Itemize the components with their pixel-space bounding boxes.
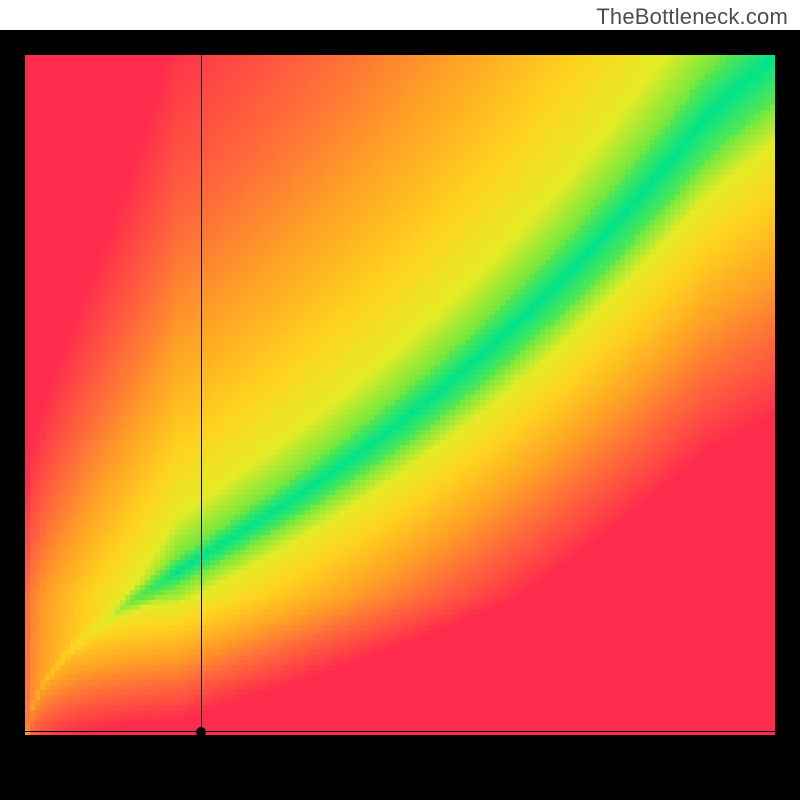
heatmap-plot [25,55,775,735]
plot-frame-top [0,30,800,55]
heatmap-canvas [25,55,775,735]
page-root: TheBottleneck.com [0,0,800,800]
plot-frame-right [775,30,800,800]
crosshair-marker [196,727,206,737]
watermark-text: TheBottleneck.com [596,4,788,30]
crosshair-horizontal [25,731,775,732]
plot-frame-left [0,30,25,800]
crosshair-vertical [201,55,202,735]
plot-frame-bottom [0,735,800,800]
